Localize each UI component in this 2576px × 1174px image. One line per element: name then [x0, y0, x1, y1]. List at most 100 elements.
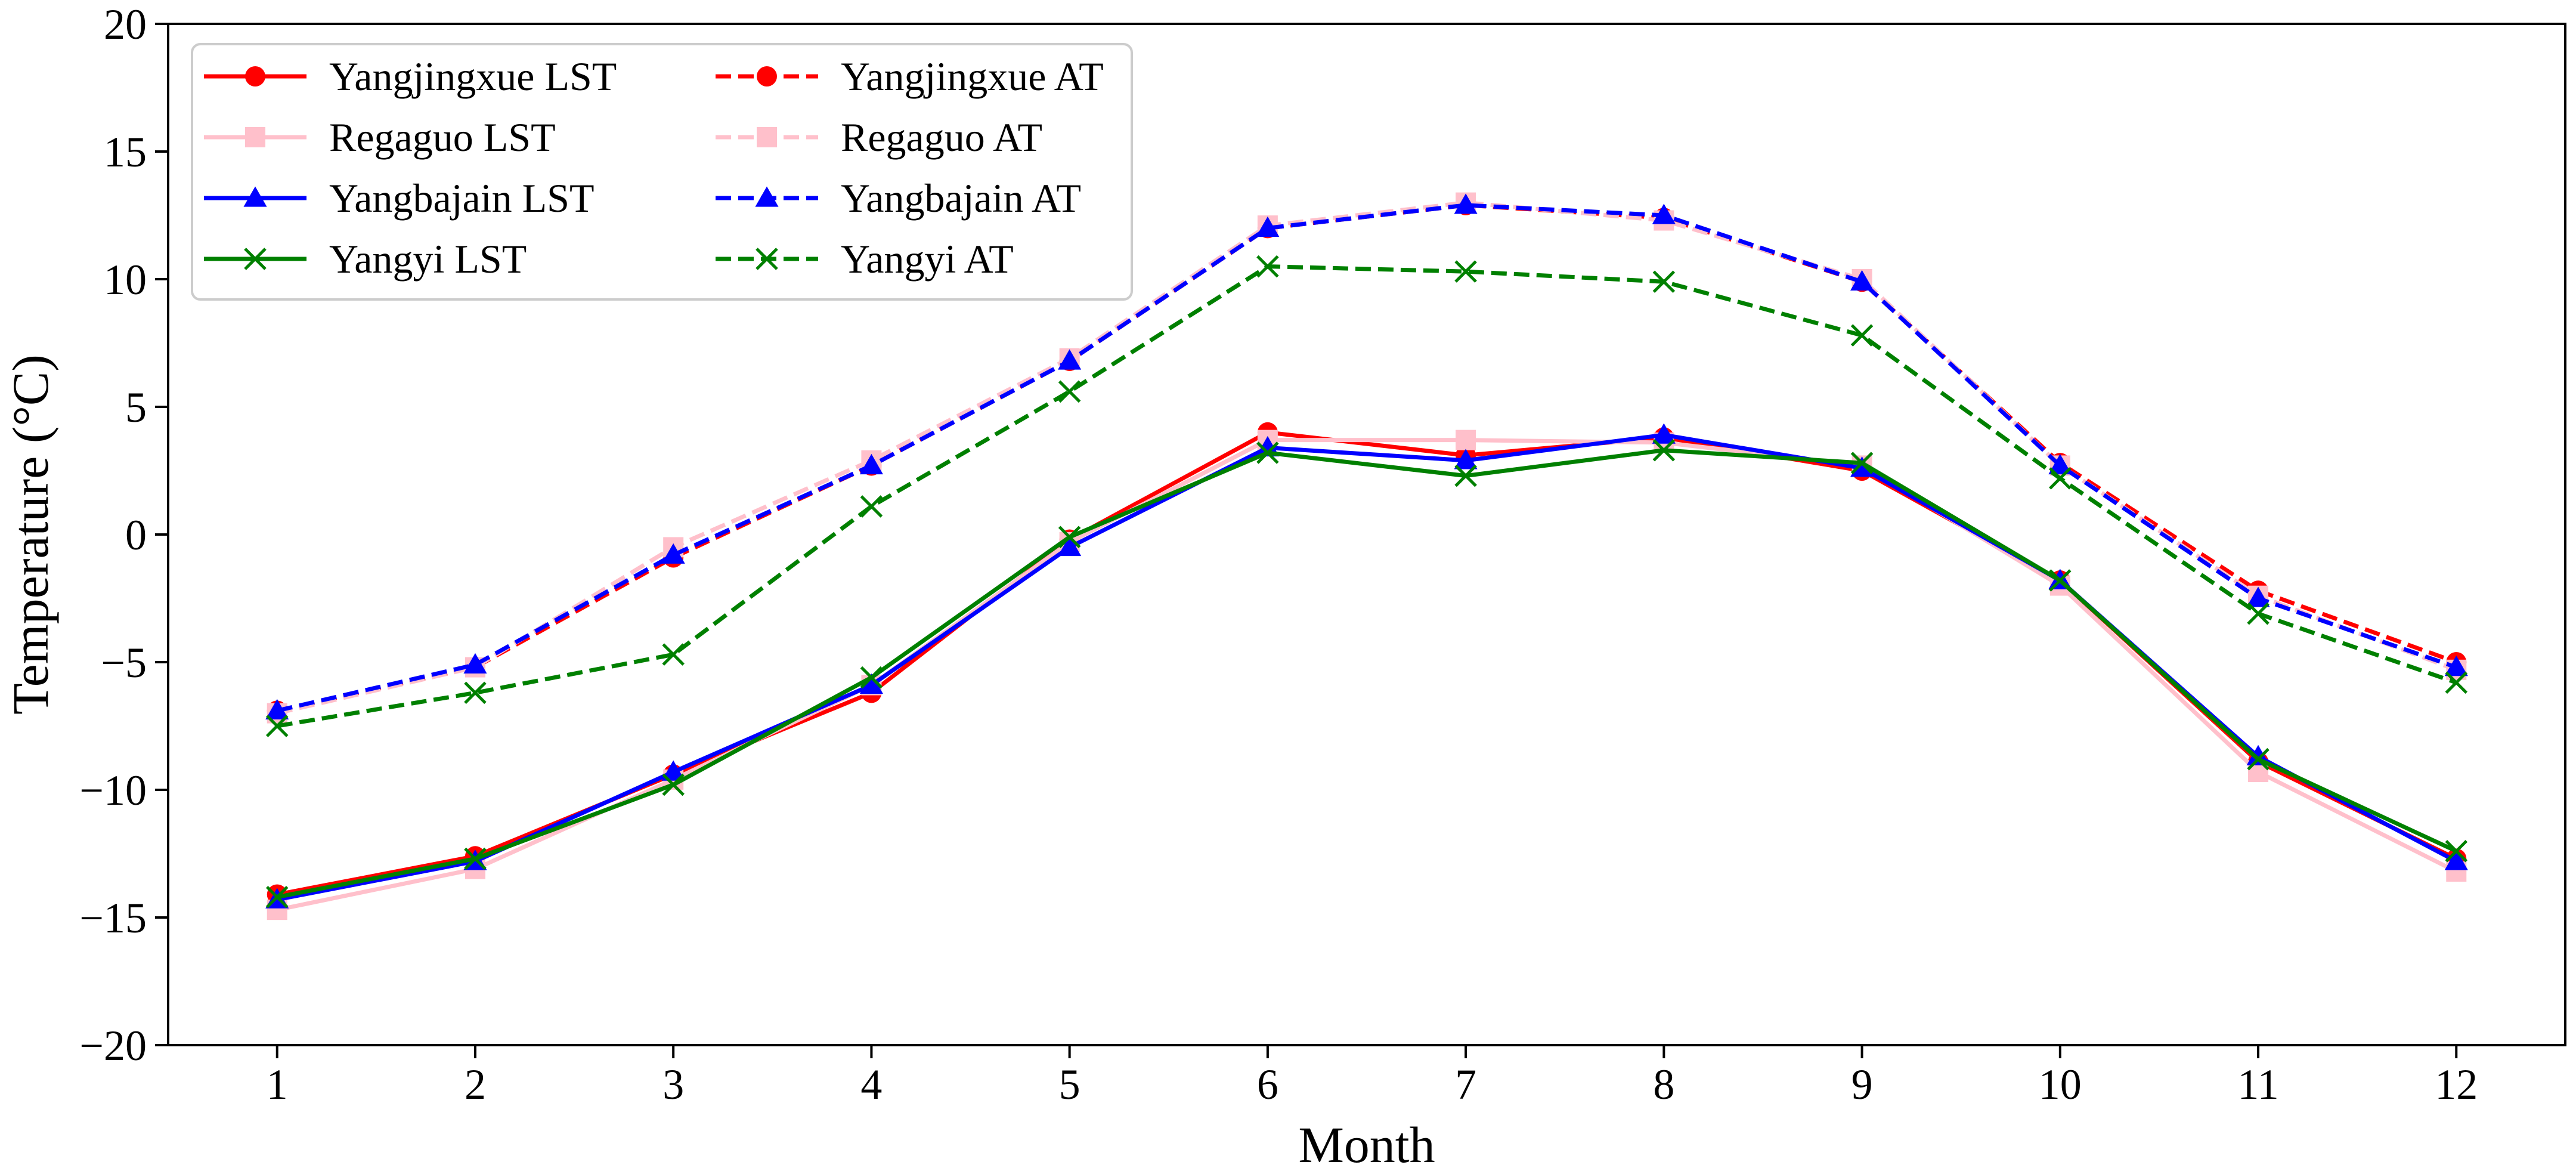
legend-item: Yangjingxue AT — [716, 54, 1104, 99]
y-tick-label: 10 — [104, 256, 147, 304]
data-point-triangle — [1652, 423, 1676, 444]
data-point-triangle — [1058, 535, 1082, 557]
y-tick-label: −5 — [101, 639, 147, 687]
legend-label: Yangbajain AT — [841, 175, 1081, 221]
data-point-triangle — [859, 673, 883, 694]
series-line — [277, 448, 2457, 900]
data-point-x — [265, 885, 289, 909]
data-point-x — [662, 643, 685, 666]
legend-item: Yangbajain LST — [204, 175, 595, 221]
data-point-triangle — [2048, 453, 2072, 475]
data-point-x — [2049, 467, 2072, 490]
y-tick-label: 20 — [104, 1, 147, 48]
data-point-triangle — [661, 760, 685, 781]
data-point-x — [2445, 671, 2468, 694]
legend-item: Yangbajain AT — [716, 175, 1081, 221]
data-point-x — [860, 495, 883, 518]
legend-item: Yangyi LST — [204, 236, 527, 282]
x-tick-label: 5 — [1059, 1061, 1080, 1108]
legend-item: Regaguo LST — [204, 115, 556, 160]
legend: Yangjingxue LST Regaguo LST Yangbajain LST… — [191, 43, 1133, 301]
data-point-x — [860, 666, 883, 689]
data-point-x — [1850, 452, 1874, 474]
y-tick-label: −10 — [79, 767, 147, 814]
legend-item: Regaguo AT — [716, 115, 1042, 160]
x-tick-label: 6 — [1257, 1061, 1278, 1108]
legend-label: Yangbajain LST — [329, 175, 595, 221]
data-point-circle — [757, 66, 777, 86]
data-point-triangle — [755, 186, 779, 207]
data-point-x — [1256, 255, 1279, 278]
data-point-x — [1652, 438, 1676, 462]
series-line — [276, 203, 2457, 713]
legend-item: Yangyi AT — [716, 236, 1014, 282]
data-point-x — [1850, 324, 1874, 347]
data-point-x — [464, 847, 487, 870]
data-point-triangle — [1256, 216, 1280, 237]
data-point-x — [662, 773, 685, 796]
data-point-circle — [245, 66, 265, 86]
data-point-triangle — [1454, 449, 1478, 469]
x-tick-label: 12 — [2435, 1061, 2478, 1108]
data-point-x — [2049, 569, 2072, 592]
legend-label: Yangjingxue AT — [841, 54, 1104, 99]
x-tick-label: 1 — [267, 1061, 288, 1108]
x-tick-label: 2 — [465, 1061, 486, 1108]
data-point-x — [244, 248, 267, 270]
data-point-x — [464, 681, 487, 705]
data-point-x — [1256, 441, 1279, 464]
data-point-x — [1454, 260, 1477, 283]
data-point-x — [2247, 602, 2270, 625]
data-point-x — [1454, 464, 1477, 487]
data-point-triangle — [661, 543, 685, 564]
y-tick-label: −15 — [79, 894, 147, 942]
data-point-triangle — [2444, 849, 2468, 870]
y-axis-label: Temperature (°C) — [2, 354, 59, 715]
data-point-triangle — [265, 699, 289, 719]
legend-label: Yangjingxue LST — [329, 54, 617, 99]
x-axis-label: Month — [1298, 1116, 1435, 1173]
data-point-square — [1456, 430, 1476, 450]
series-yangyi-at — [265, 255, 2468, 737]
x-tick-label: 9 — [1852, 1061, 1873, 1108]
series-line — [277, 438, 2457, 912]
data-point-square — [245, 127, 265, 147]
data-point-triangle — [2444, 656, 2468, 676]
data-point-triangle — [463, 653, 487, 673]
data-point-x — [756, 248, 778, 270]
data-point-triangle — [1850, 270, 1874, 291]
data-point-x — [2247, 747, 2270, 771]
x-tick-label: 10 — [2039, 1061, 2082, 1108]
legend-label: Yangyi AT — [841, 236, 1014, 282]
data-point-triangle — [1058, 349, 1082, 370]
x-tick-label: 11 — [2237, 1061, 2278, 1108]
data-point-triangle — [859, 453, 883, 475]
data-point-square — [757, 127, 777, 147]
data-point-triangle — [1454, 193, 1478, 214]
series-yangbajain-at — [265, 193, 2468, 719]
legend-label: Yangyi LST — [329, 236, 527, 282]
y-tick-label: 5 — [125, 384, 147, 431]
data-point-x — [265, 715, 289, 737]
series-yangyi-lst — [265, 438, 2468, 909]
data-point-x — [1058, 526, 1081, 549]
data-point-triangle — [2246, 586, 2270, 607]
data-point-x — [1652, 270, 1676, 294]
legend-item: Yangjingxue LST — [204, 54, 617, 99]
data-point-x — [2445, 839, 2468, 863]
x-tick-label: 7 — [1455, 1061, 1476, 1108]
x-tick-label: 8 — [1653, 1061, 1674, 1108]
legend-label: Regaguo LST — [329, 115, 556, 160]
y-tick-label: 15 — [104, 128, 147, 176]
y-tick-label: −20 — [79, 1022, 147, 1070]
data-point-x — [1058, 380, 1081, 403]
data-point-triangle — [243, 186, 267, 207]
data-point-triangle — [1850, 456, 1874, 477]
y-tick-label: 0 — [125, 511, 147, 559]
series-layer — [265, 192, 2468, 920]
x-tick-label: 4 — [860, 1061, 882, 1108]
legend-frame — [191, 43, 1133, 301]
legend-label: Regaguo AT — [841, 115, 1042, 160]
